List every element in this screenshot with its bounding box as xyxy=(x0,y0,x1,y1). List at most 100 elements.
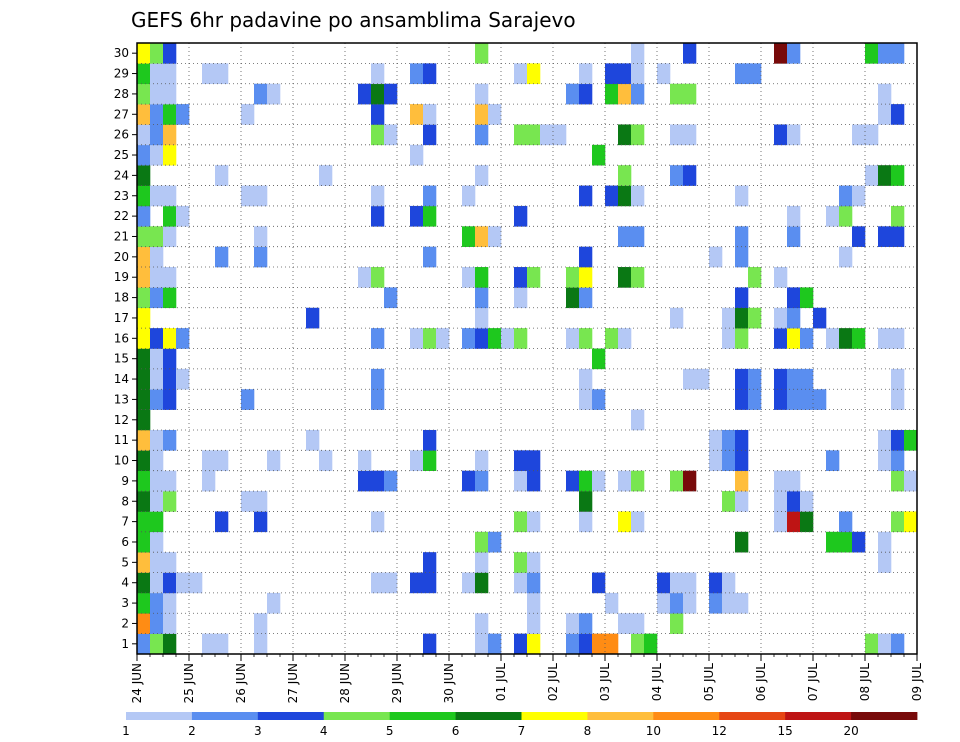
heatmap-cell xyxy=(813,389,827,410)
y-tick-label: 13 xyxy=(114,392,129,406)
heatmap-cell xyxy=(631,409,645,431)
heatmap-cell xyxy=(423,246,437,268)
heatmap-cell xyxy=(800,328,814,349)
heatmap-cell xyxy=(462,267,476,288)
heatmap-cell xyxy=(137,104,151,125)
heatmap-cell xyxy=(605,63,619,85)
heatmap-cell xyxy=(735,389,749,410)
heatmap-cell xyxy=(839,205,853,227)
heatmap-cell xyxy=(137,450,151,471)
heatmap-cell xyxy=(618,226,632,247)
heatmap-cell xyxy=(163,104,177,125)
heatmap-cell xyxy=(683,43,697,64)
heatmap-cell xyxy=(423,572,437,594)
heatmap-cell xyxy=(670,165,684,186)
heatmap-cell xyxy=(423,185,437,207)
heatmap-cell xyxy=(891,328,905,349)
heatmap-cell xyxy=(137,267,151,288)
colorbar-label: 3 xyxy=(254,724,262,738)
heatmap-cell xyxy=(163,287,177,309)
heatmap-cell xyxy=(722,450,736,471)
heatmap-cell xyxy=(514,205,528,227)
chart-title: GEFS 6hr padavine po ansamblima Sarajevo xyxy=(131,8,576,32)
heatmap-cell xyxy=(735,307,749,329)
x-tick-label: 02 JUL xyxy=(546,663,560,701)
heatmap-cell xyxy=(137,389,151,410)
heatmap-cell xyxy=(241,491,255,512)
heatmap-cell xyxy=(137,348,151,370)
heatmap-cell xyxy=(631,470,645,492)
heatmap-cell xyxy=(423,63,437,85)
heatmap-cell xyxy=(852,531,866,553)
heatmap-cell xyxy=(852,185,866,207)
heatmap-cell xyxy=(878,165,892,186)
heatmap-cell xyxy=(163,83,177,105)
heatmap-cell xyxy=(215,165,229,186)
heatmap-cell xyxy=(423,552,437,573)
colorbar-swatch xyxy=(389,712,456,720)
heatmap-cell xyxy=(670,592,684,614)
heatmap-cell xyxy=(371,63,385,85)
heatmap-cell xyxy=(800,368,814,390)
heatmap-cell xyxy=(254,633,268,655)
heatmap-cell xyxy=(137,43,151,64)
heatmap-cell xyxy=(215,63,229,85)
heatmap-cell xyxy=(150,63,164,85)
heatmap-cell xyxy=(137,287,151,309)
heatmap-cell xyxy=(527,633,541,655)
heatmap-cell xyxy=(891,633,905,655)
heatmap-cell xyxy=(735,328,749,349)
heatmap-cell xyxy=(852,328,866,349)
heatmap-cell xyxy=(735,470,749,492)
heatmap-cell xyxy=(735,531,749,553)
heatmap-cell xyxy=(592,389,606,410)
heatmap-cell xyxy=(410,104,424,125)
heatmap-cell xyxy=(202,633,216,655)
x-tick-label: 29 JUN xyxy=(390,663,404,703)
x-tick-label: 30 JUN xyxy=(442,663,456,703)
x-tick-label: 01 JUL xyxy=(494,663,508,701)
heatmap-cell xyxy=(891,470,905,492)
heatmap-cell xyxy=(241,104,255,125)
heatmap-cell xyxy=(358,450,372,471)
heatmap-cell xyxy=(410,63,424,85)
heatmap-cell xyxy=(631,63,645,85)
heatmap-cell xyxy=(878,450,892,471)
heatmap-cell xyxy=(501,328,515,349)
heatmap-cell xyxy=(631,267,645,288)
colorbar-label: 20 xyxy=(843,724,858,738)
heatmap-cell xyxy=(657,572,671,594)
heatmap-cell xyxy=(579,389,593,410)
heatmap-cell xyxy=(787,328,801,349)
heatmap-cell xyxy=(670,470,684,492)
heatmap-cell xyxy=(254,185,268,207)
heatmap-cell xyxy=(488,104,502,125)
heatmap-cell xyxy=(241,389,255,410)
heatmap-cell xyxy=(163,144,177,166)
heatmap-cell xyxy=(618,83,632,105)
heatmap-cell xyxy=(540,124,554,146)
heatmap-cell xyxy=(475,328,489,349)
y-tick-label: 25 xyxy=(114,148,129,162)
heatmap-cell xyxy=(150,246,164,268)
heatmap-cell xyxy=(891,511,905,533)
heatmap-cell xyxy=(410,328,424,349)
heatmap-cell xyxy=(514,328,528,349)
heatmap-cell xyxy=(748,267,762,288)
heatmap-cell xyxy=(514,63,528,85)
heatmap-cell xyxy=(475,43,489,64)
heatmap-cell xyxy=(150,491,164,512)
heatmap-cell xyxy=(722,491,736,512)
heatmap-cell xyxy=(787,124,801,146)
colorbar-label: 1 xyxy=(122,724,130,738)
heatmap-cell xyxy=(215,450,229,471)
heatmap-cell xyxy=(137,572,151,594)
x-tick-label: 06 JUL xyxy=(754,663,768,701)
heatmap-cell xyxy=(423,124,437,146)
heatmap-cell xyxy=(319,165,333,186)
heatmap-cell xyxy=(904,511,918,533)
heatmap-cell xyxy=(566,83,580,105)
heatmap-cell xyxy=(423,450,437,471)
heatmap-cell xyxy=(696,368,710,390)
heatmap-cell xyxy=(618,185,632,207)
